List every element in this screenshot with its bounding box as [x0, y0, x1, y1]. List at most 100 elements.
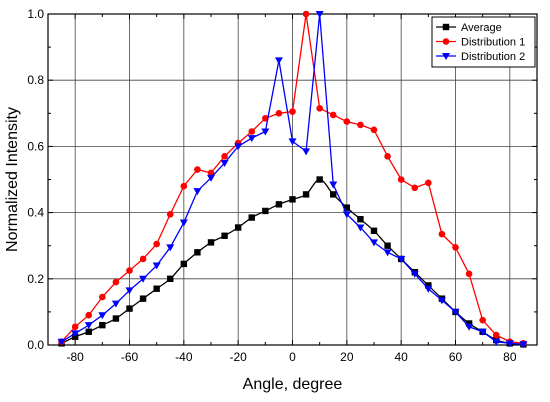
x-tick-label: 20 [340, 350, 354, 364]
x-tick-label: 40 [394, 350, 408, 364]
data-point [479, 316, 486, 324]
data-point [289, 196, 296, 203]
data-point [126, 267, 133, 274]
data-point [289, 108, 296, 115]
data-point [247, 135, 256, 143]
x-tick-label: 60 [449, 350, 463, 364]
data-point [261, 128, 270, 136]
data-point [166, 210, 174, 218]
data-point [370, 126, 378, 134]
data-point [153, 240, 160, 248]
data-point [126, 305, 133, 312]
data-point [85, 328, 92, 335]
x-tick-label: -20 [229, 350, 247, 364]
data-point [139, 255, 147, 263]
data-point [248, 214, 255, 221]
data-point [153, 285, 160, 292]
y-tick-label: 0.0 [27, 338, 44, 352]
data-point [234, 143, 243, 151]
data-point [302, 148, 311, 156]
data-point [99, 293, 106, 301]
legend-marker [442, 23, 450, 31]
data-point [492, 338, 501, 346]
data-point [139, 295, 147, 302]
data-point [71, 323, 79, 331]
data-point [437, 297, 446, 305]
data-point [316, 176, 323, 183]
data-point [411, 184, 419, 192]
y-tick-label: 0.2 [27, 272, 44, 286]
data-point [343, 118, 351, 125]
data-point [384, 242, 391, 249]
data-point [221, 153, 228, 160]
data-point [329, 111, 337, 119]
data-point [302, 191, 310, 198]
data-point [505, 340, 514, 348]
data-point [315, 11, 324, 18]
data-point [302, 10, 310, 18]
series-distribution-1 [58, 10, 527, 347]
data-point [275, 201, 283, 208]
data-point [492, 331, 500, 339]
legend-item: Distribution 2 [436, 51, 525, 63]
data-point [234, 224, 242, 231]
y-axis-label: Normalized Intensity [4, 107, 21, 252]
data-point [125, 287, 134, 295]
data-point [111, 300, 120, 308]
data-point [343, 204, 351, 211]
data-point [465, 270, 473, 278]
data-point [329, 181, 338, 189]
data-point [166, 244, 175, 252]
data-point [193, 188, 202, 196]
data-point [179, 219, 188, 227]
data-point [167, 275, 174, 282]
y-tick-label: 0.6 [27, 139, 44, 153]
data-point [384, 153, 391, 160]
data-point [342, 211, 351, 219]
series-group [57, 10, 528, 349]
data-point [424, 285, 433, 293]
data-point [221, 232, 228, 239]
x-tick-label: -60 [121, 350, 139, 364]
data-point [519, 341, 528, 349]
data-point [357, 216, 364, 223]
data-point [84, 322, 93, 330]
y-tick-label: 1.0 [27, 7, 44, 21]
data-point [194, 166, 201, 173]
data-point [425, 179, 432, 187]
data-point [248, 128, 256, 135]
ticks: -80 -60 -40 -20 0 20 40 60 80 0.0 0.2 0.4 0.6 0.8 1.0 [27, 7, 538, 364]
x-tick-label: -40 [175, 350, 193, 364]
legend-label: Distribution 2 [461, 51, 525, 63]
data-point [112, 315, 120, 322]
data-point [397, 255, 406, 263]
data-point [139, 275, 148, 283]
data-point [180, 182, 188, 190]
data-point [288, 138, 297, 146]
data-point [207, 169, 215, 177]
data-point [397, 176, 405, 183]
data-point [207, 239, 215, 246]
data-point [330, 191, 337, 198]
y-tick-label: 0.4 [27, 206, 44, 220]
data-point [383, 249, 392, 257]
y-tick-label: 0.8 [27, 73, 44, 87]
legend-item: Average [436, 22, 502, 34]
data-point [478, 328, 487, 336]
grid [48, 13, 537, 346]
data-point [71, 330, 80, 338]
data-point [452, 244, 459, 251]
data-point [57, 338, 66, 346]
data-point [370, 239, 378, 247]
data-point [98, 312, 107, 320]
data-point [99, 321, 106, 329]
legend-marker [442, 53, 450, 60]
data-point [465, 320, 473, 327]
data-point [274, 57, 283, 65]
legend-label: Average [461, 22, 502, 34]
legend: Average Distribution 1 Distribution 2 [431, 16, 536, 68]
x-tick-label: 80 [503, 350, 517, 364]
data-point [316, 105, 323, 112]
data-point [112, 278, 120, 286]
